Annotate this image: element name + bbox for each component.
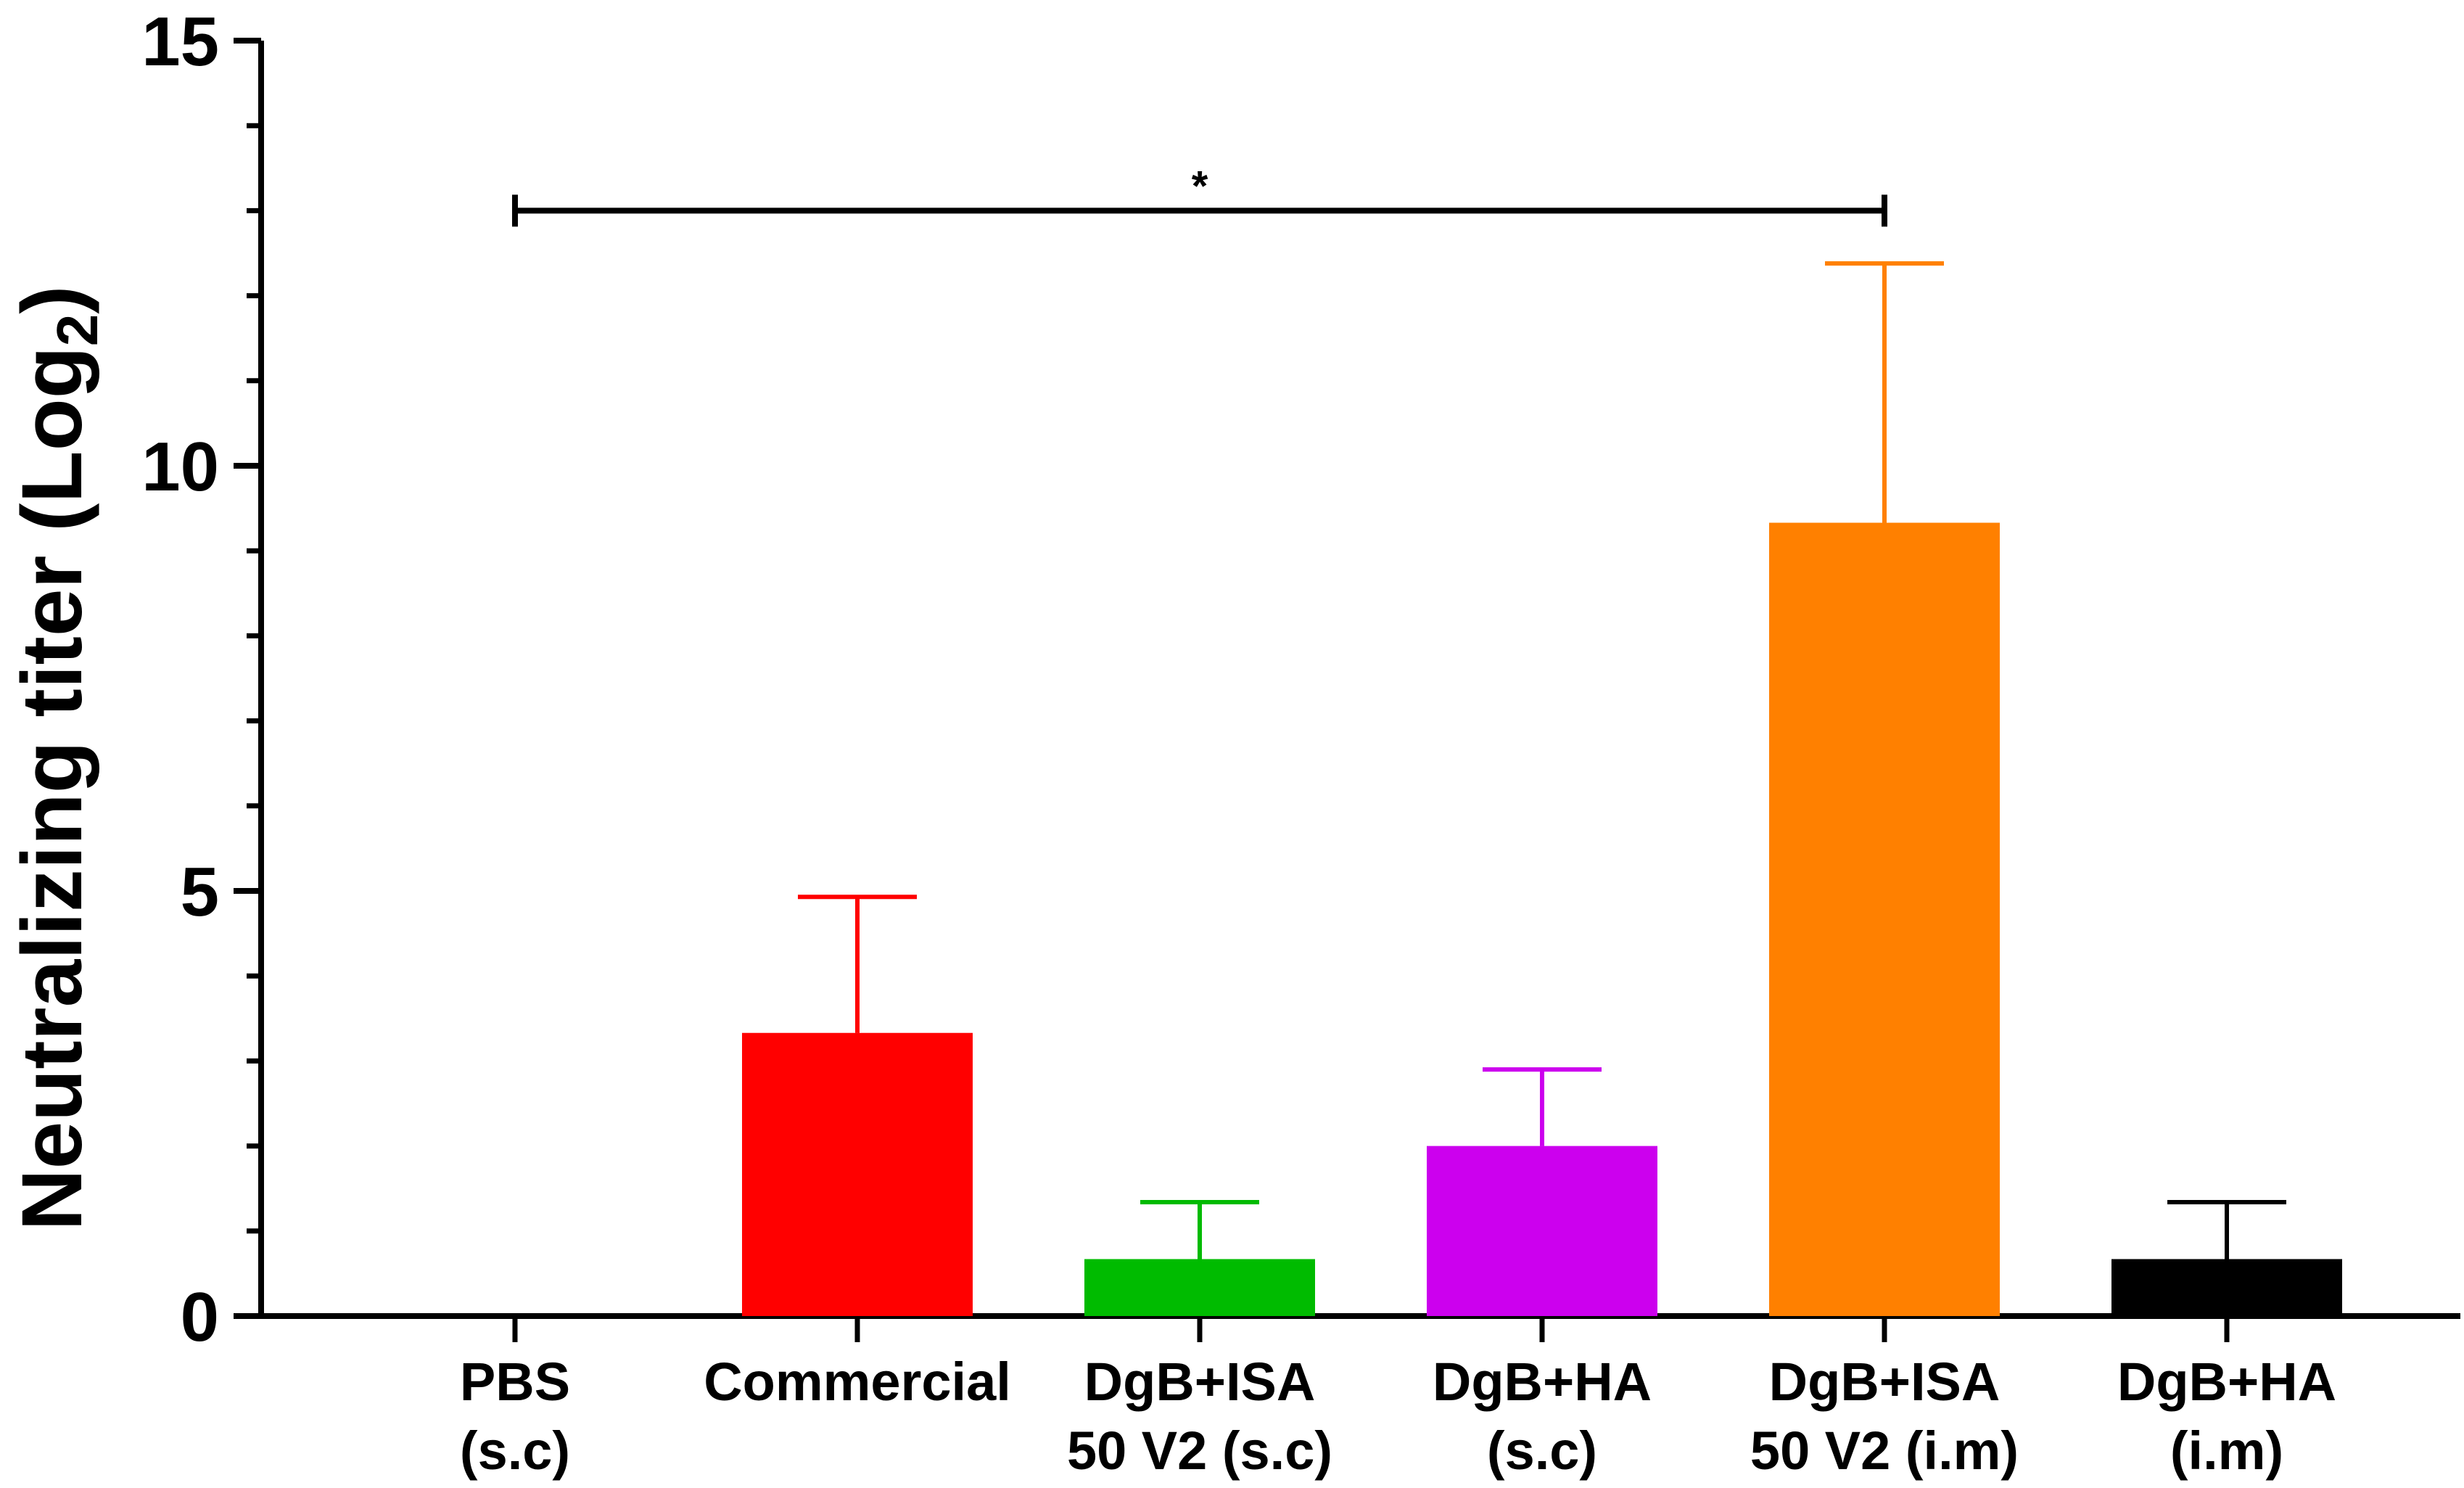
y-tick-label: 10 — [141, 428, 219, 506]
x-axis: PBS (s.c) Commercial DgB+ISA 50 V2 (s.c) DgB+… — [258, 1313, 2460, 1481]
category-label-line1: DgB+ISA — [1084, 1352, 1316, 1412]
y-tick-label: 0 — [181, 1278, 219, 1356]
bar — [742, 1032, 973, 1316]
y-axis: 0 5 10 15 — [141, 3, 264, 1356]
significance-bracket: * — [512, 163, 1887, 227]
y-axis-title-subscript: 2 — [45, 314, 110, 347]
category-label-line2: (s.c) — [1487, 1421, 1597, 1481]
category-label-line2: (i.m) — [2170, 1421, 2283, 1481]
bar — [1769, 522, 2000, 1317]
bar — [2111, 1259, 2342, 1316]
category-label-line2: (s.c) — [460, 1421, 570, 1481]
x-ticks: PBS (s.c) Commercial DgB+ISA 50 V2 (s.c) DgB+… — [460, 1316, 2336, 1481]
y-tick-label: 5 — [181, 853, 219, 931]
y-axis-title-text: Neutralizing titer (Log — [4, 346, 100, 1230]
category-label-line1: DgB+HA — [1433, 1352, 1652, 1412]
category-label-line1: PBS — [460, 1352, 570, 1412]
significance-label: * — [1192, 163, 1208, 210]
bar — [1084, 1259, 1315, 1316]
category-label-line2: 50 V2 (s.c) — [1067, 1421, 1332, 1481]
category-label-line2: 50 V2 (i.m) — [1750, 1421, 2019, 1481]
error-bars — [798, 261, 2286, 1259]
y-axis-title: Neutralizing titer (Log2) — [4, 285, 110, 1230]
category-label-line1: DgB+HA — [2117, 1352, 2336, 1412]
bar — [1427, 1146, 1657, 1316]
y-axis-title-close: ) — [4, 285, 100, 313]
category-label-line1: DgB+ISA — [1769, 1352, 2001, 1412]
bars — [742, 522, 2342, 1317]
y-tick-label: 15 — [141, 3, 219, 81]
y-ticks: 0 5 10 15 — [141, 3, 261, 1356]
category-label-line1: Commercial — [704, 1352, 1011, 1412]
